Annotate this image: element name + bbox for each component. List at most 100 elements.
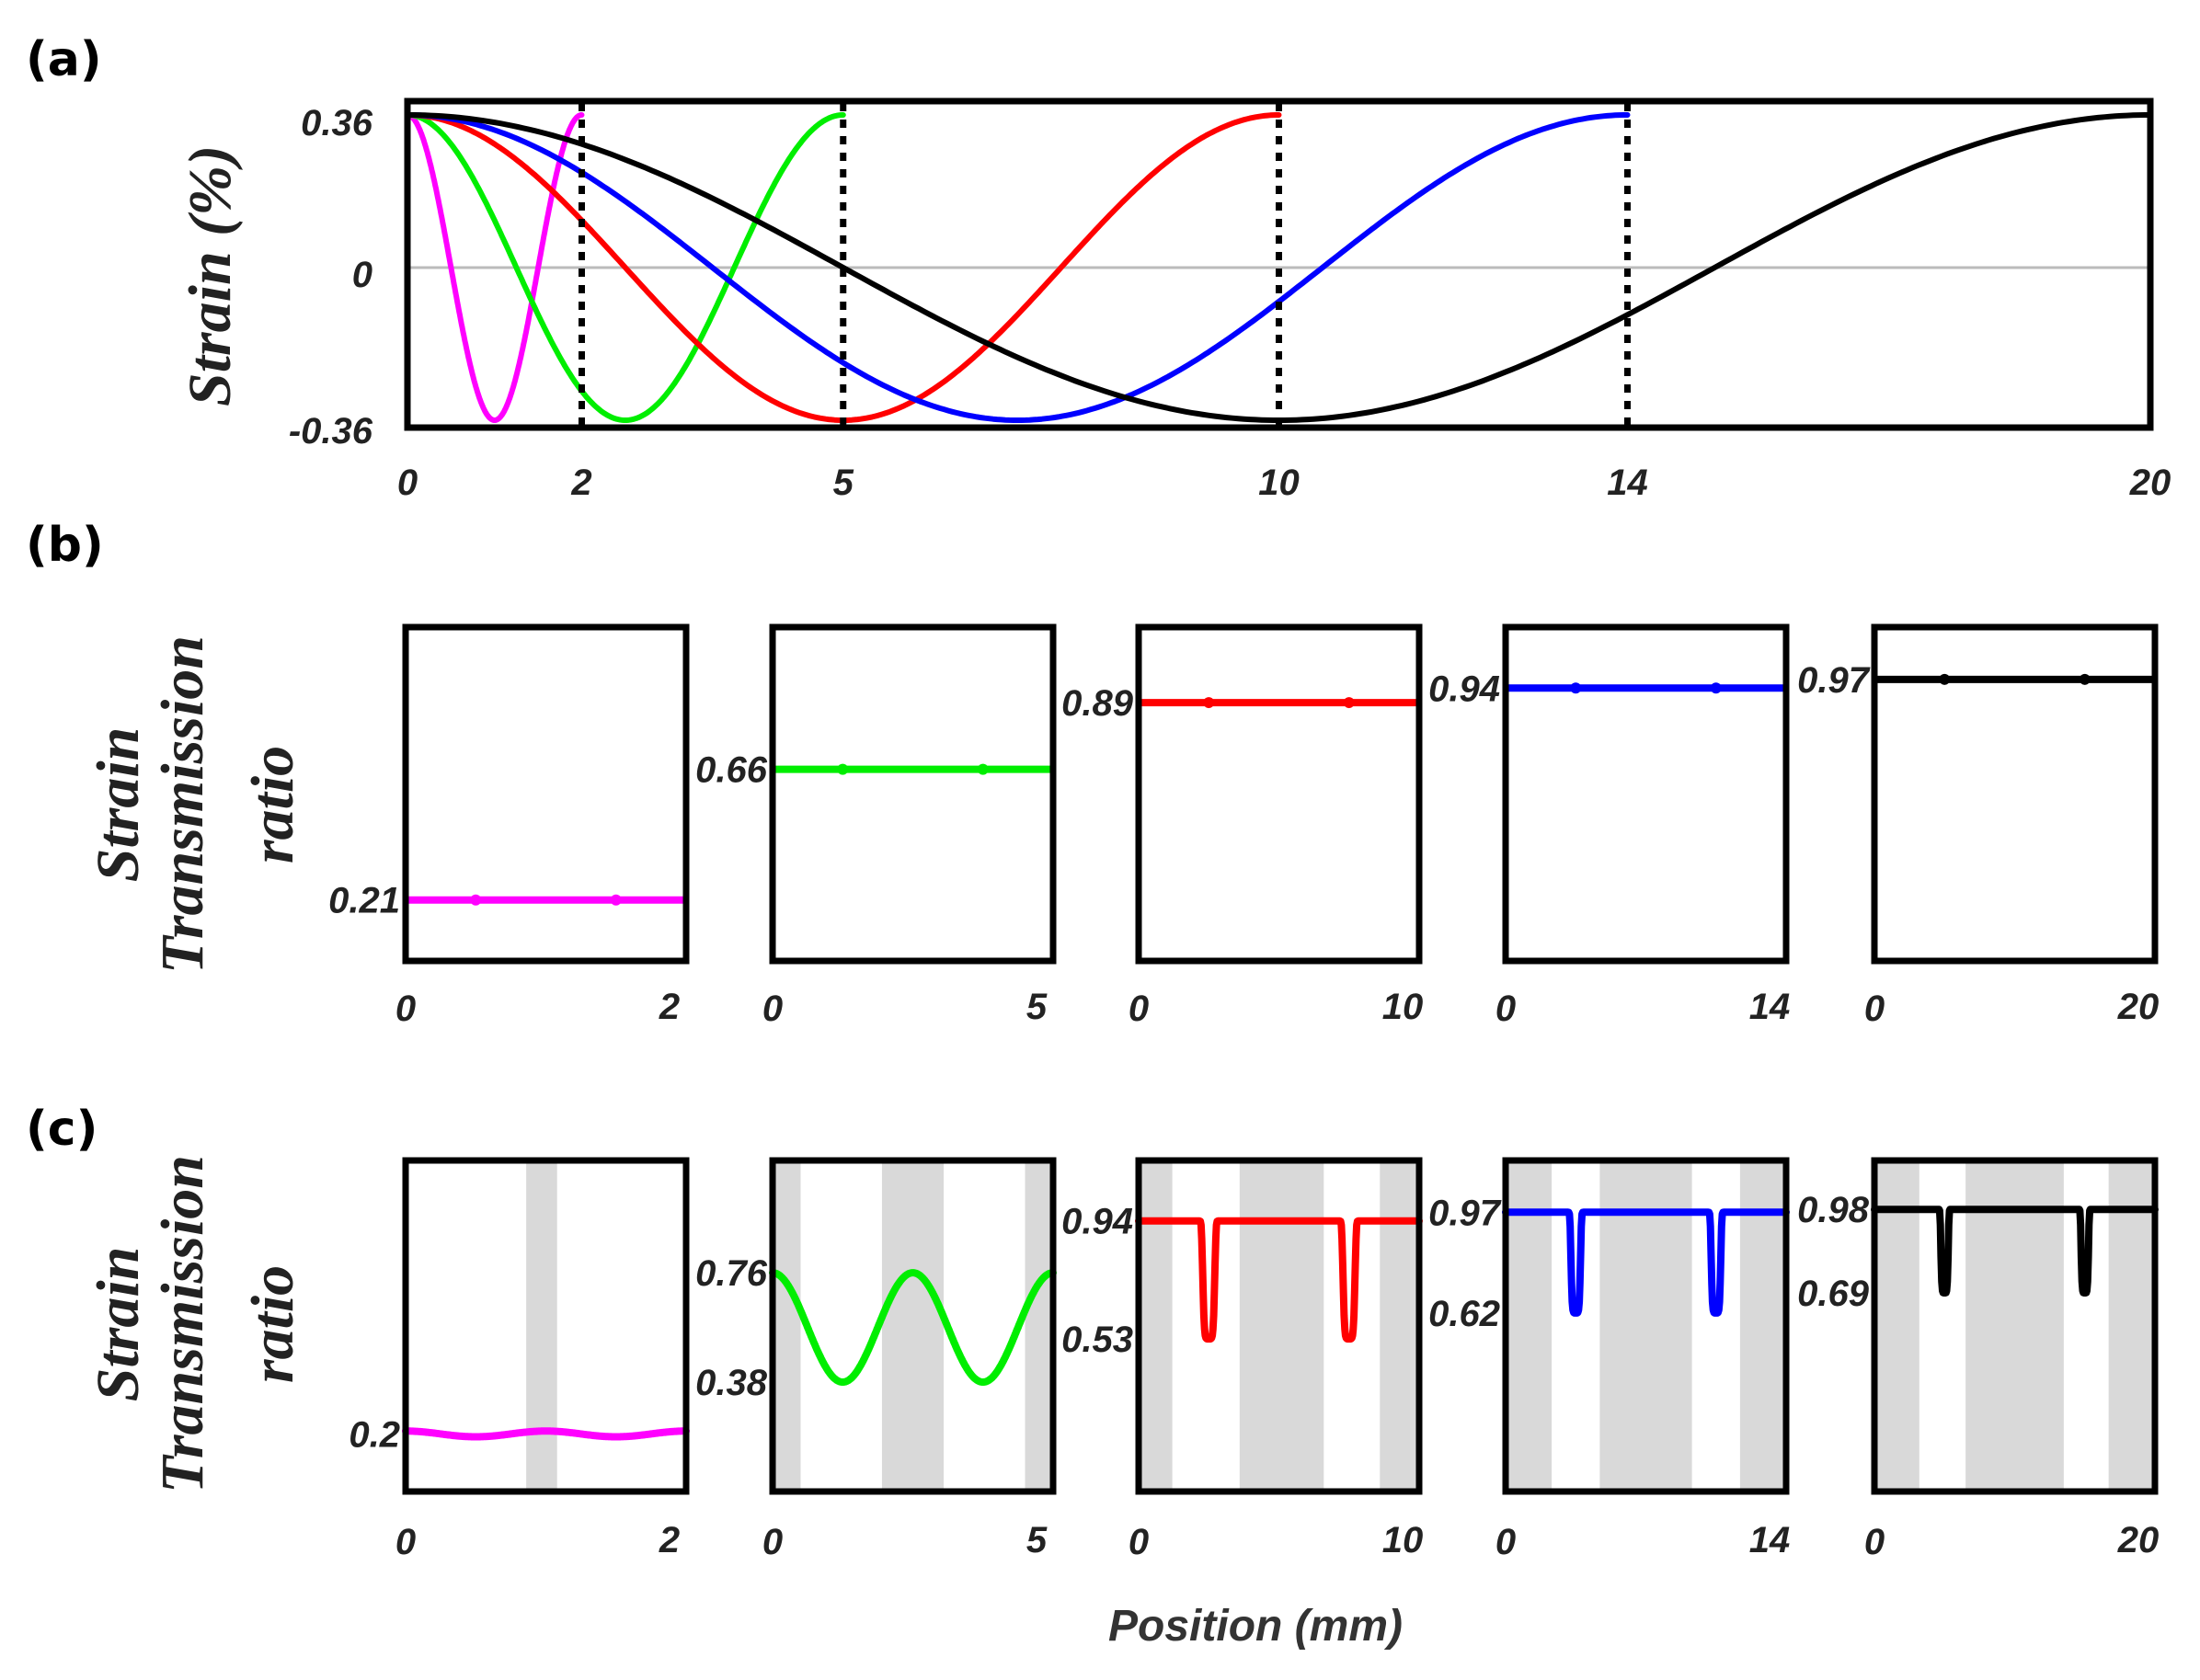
panel-a-xtick-2: 2 [570,463,591,503]
panel-c-curve-20 [1871,1206,2159,1297]
panel-a-xtick-0: 0 [397,463,418,503]
panel-b-xtick-max-2: 2 [659,987,680,1027]
panel-b-uniform-transmission: Strain Transmission ratio 0.210 20.660 50.… [85,623,2159,1029]
panel-b-xtick-0-5: 0 [762,989,783,1029]
x-axis-label: Position (mm) [1108,1602,1403,1651]
panel-b-xtick-max-10: 10 [1382,987,1424,1027]
panel-c-frame-2 [402,1157,690,1495]
panel-b-marker-14-1 [1570,682,1582,694]
panel-b-frame-2 [402,623,690,965]
panel-b-marker-5-2 [977,763,989,775]
panel-b-value-label-10: 0.89 [1061,683,1134,724]
panel-b-frame-10 [1135,623,1423,965]
panel-b-subplot-5: 0.66 0 5 [695,623,1057,1029]
panel-c-band-20-3 [2108,1160,2155,1491]
panel-c-value-label-14-1: 0.97 [1428,1193,1502,1233]
panel-c-curve-5 [769,1269,1057,1386]
panel-c-y-label-line1: Strain [85,1247,152,1402]
panel-c-xtick-0-5: 0 [762,1522,783,1562]
panel-b-xtick-0-2: 0 [395,989,416,1029]
panel-c-value-label-10-1: 0.94 [1061,1202,1133,1242]
panel-c-xtick-max-2: 2 [659,1520,680,1560]
panel-b-marker-2-1 [470,894,482,906]
panel-a-strain-plot: Strain (%) 0.36 0 -0.36 0 2 5 10 14 20 [177,97,2171,503]
panel-c-y-label-line2: Transmission [149,1155,216,1493]
panel-c-xtick-0-14: 0 [1495,1522,1516,1562]
panel-c-frame-14 [1502,1157,1790,1495]
panel-c-curve-10 [1135,1217,1423,1343]
panel-b-xtick-max-14: 14 [1749,987,1791,1027]
panel-c-band-10-3 [1380,1160,1419,1491]
panel-c-xtick-0-20: 0 [1864,1522,1885,1562]
panel-b-xtick-0-10: 0 [1129,989,1149,1029]
panel-c-band-2-1 [526,1160,557,1491]
panel-a-curve-period-5 [405,112,846,423]
panel-c-band-5-2 [881,1160,945,1491]
panel-a-xtick-10: 10 [1258,463,1300,503]
panel-c-subplot-20: 0.98 0.69 0 20 [1797,1157,2160,1562]
panel-a-frame [404,97,2154,431]
panel-b-subplot-2: 0.21 0 2 [328,623,690,1029]
panel-c-band-10-1 [1139,1160,1173,1491]
panel-b-marker-20-1 [1939,673,1951,685]
panel-c-band-5-3 [1025,1160,1053,1491]
panel-b-value-label-20: 0.97 [1797,660,1871,701]
panel-c-frame-10 [1135,1157,1423,1495]
panel-b-marker-5-1 [837,763,849,775]
panel-c-y-label-line3: ratio [239,1265,306,1383]
panel-b-marker-10-1 [1203,697,1215,709]
panel-b-frame-14 [1502,623,1790,965]
panel-c-frame-5 [769,1157,1057,1495]
panel-b-frame-20 [1871,623,2159,965]
panel-c-xtick-max-5: 5 [1026,1520,1048,1560]
panel-b-value-label-14: 0.94 [1428,669,1500,709]
panel-b-xtick-0-14: 0 [1495,989,1516,1029]
panel-c-xtick-max-20: 20 [2117,1520,2160,1560]
panel-c-value-label-20-2: 0.69 [1797,1274,1870,1314]
panel-c-xtick-0-10: 0 [1129,1522,1149,1562]
panel-c-subplot-5: 0.76 0.38 0 5 [695,1157,1057,1562]
panel-a-xtick-14: 14 [1607,463,1648,503]
panel-c-frame-20 [1871,1157,2159,1495]
panel-a-curve-period-14 [405,112,1631,423]
panel-b-marker-14-2 [1710,682,1722,694]
panel-a-y-axis-label: Strain (%) [177,145,244,406]
panel-label-a: (a) [26,32,102,87]
panel-b-subplot-10: 0.89 0 10 [1061,623,1424,1029]
panel-c-subplot-2: 0.2 0 2 [349,1157,690,1562]
panel-b-value-label-2: 0.21 [328,881,400,921]
panel-a-ytick-top: 0.36 [301,103,373,143]
panel-c-patterned-transmission: Strain Transmission ratio 0.20 20.760.380… [85,1155,2159,1651]
panel-c-xtick-0-2: 0 [395,1522,416,1562]
panel-b-y-label-line3: ratio [239,746,306,863]
panel-b-marker-20-2 [2079,673,2091,685]
panel-b-xtick-0-20: 0 [1864,989,1885,1029]
panel-a-xtick-20: 20 [2129,463,2171,503]
panel-c-value-label-14-2: 0.62 [1428,1294,1500,1334]
panel-b-subplot-14: 0.94 0 14 [1428,623,1791,1029]
panel-c-curve-14 [1502,1208,1790,1317]
panel-b-marker-2-2 [610,894,622,906]
panel-c-band-5-1 [773,1160,801,1491]
panel-a-ytick-zero: 0 [352,255,372,295]
panel-c-band-20-1 [1874,1160,1919,1491]
panel-a-ytick-bottom: -0.36 [289,411,373,451]
panel-label-b: (b) [26,518,104,573]
panel-c-band-20-2 [1965,1160,2064,1491]
panel-a-xtick-5: 5 [833,463,854,503]
panel-c-subplot-10: 0.94 0.53 0 10 [1061,1157,1424,1562]
panel-c-value-label-10-2: 0.53 [1061,1320,1133,1360]
panel-c-band-10-2 [1239,1160,1324,1491]
panel-b-marker-10-2 [1343,697,1355,709]
panel-b-subplot-20: 0.97 0 20 [1797,623,2159,1029]
panel-c-xtick-max-10: 10 [1382,1520,1424,1560]
panel-c-value-label-5-1: 0.76 [695,1253,768,1294]
panel-b-xtick-max-5: 5 [1026,987,1048,1027]
panel-b-y-label-line2: Transmission [149,635,216,974]
panel-b-y-label-line1: Strain [85,727,152,883]
panel-c-xtick-max-14: 14 [1749,1520,1791,1560]
panel-b-frame-5 [769,623,1057,965]
panel-c-subplot-14: 0.97 0.62 0 14 [1428,1157,1791,1562]
panel-c-value-label-2-1: 0.2 [349,1414,400,1455]
